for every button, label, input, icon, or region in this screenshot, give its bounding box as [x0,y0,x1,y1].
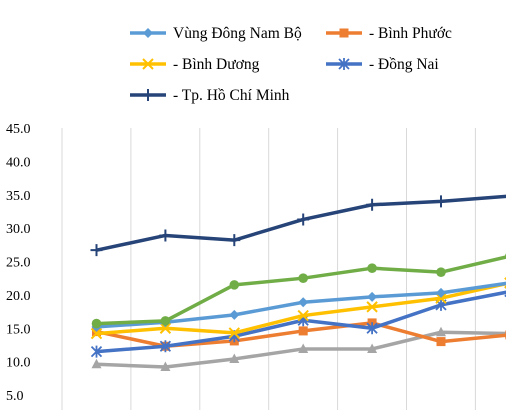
legend-marker [142,89,154,101]
y-tick-label: 45.0 [6,122,31,137]
series-line [96,330,506,369]
legend-item: - Đồng Nai [326,56,439,73]
data-point [298,273,309,283]
data-point [435,292,447,304]
y-tick-label: 20.0 [6,289,31,304]
data-point [298,326,308,336]
data-point [297,213,310,226]
legend-marker [338,58,350,70]
legend-label: - Bình Dương [173,56,260,73]
legend-label: Vùng Đông Nam Bộ [173,25,302,42]
legend-label: - Tp. Hồ Chí Minh [173,87,290,104]
data-point [229,309,240,320]
legend-item: - Bình Dương [130,56,260,73]
series-5 [91,253,506,329]
series-line [96,194,506,252]
data-point [366,301,378,313]
data-point [367,263,377,273]
data-point [366,198,379,211]
legend-item: - Tp. Hồ Chí Minh [130,87,290,104]
data-point [436,326,446,337]
legend-marker [143,28,153,38]
legend-marker [142,58,154,70]
y-tick-label: 5.0 [6,389,24,404]
y-tick-label: 15.0 [6,322,31,337]
y-tick-label: 40.0 [6,155,31,170]
data-point [367,343,378,353]
data-point [367,291,378,302]
data-point [90,244,103,257]
series-line [96,255,506,326]
data-point [366,322,378,335]
legend: Vùng Đông Nam Bộ - Bình Phước - Bình Dương… [130,25,452,104]
series-6 [91,326,506,371]
data-point [297,309,309,322]
data-point [228,327,241,339]
data-point [229,353,240,363]
data-point [436,267,446,277]
legend-item: - Bình Phước [326,25,452,42]
y-tick-label: 10.0 [6,356,31,371]
data-point [229,280,240,290]
series-0 [91,281,506,332]
data-point [436,337,446,347]
y-axis: 45.0 40.0 35.0 30.0 25.0 20.0 15.0 10.0 5.0 [6,122,31,404]
data-point [298,343,309,353]
series-line [96,281,506,329]
data-point [435,195,447,208]
data-point [90,345,103,358]
data-point [91,358,102,369]
y-tick-label: 35.0 [6,189,31,204]
data-point [436,287,446,298]
data-point [298,297,309,308]
series-line [96,290,506,354]
data-point [159,340,172,353]
data-point [228,234,241,247]
y-tick-label: 25.0 [6,256,31,271]
series-lines [90,194,506,371]
data-point [160,361,171,371]
legend-item: Vùng Đông Nam Bộ [130,25,302,42]
data-point [160,316,171,326]
data-point [159,322,172,334]
legend-label: - Bình Phước [369,25,452,42]
legend-label: - Đồng Nai [369,56,439,73]
data-point [91,318,102,329]
series-4 [90,194,506,257]
data-point [159,229,172,242]
legend-marker [339,28,349,38]
y-tick-label: 30.0 [6,222,31,237]
data-point [90,327,103,340]
